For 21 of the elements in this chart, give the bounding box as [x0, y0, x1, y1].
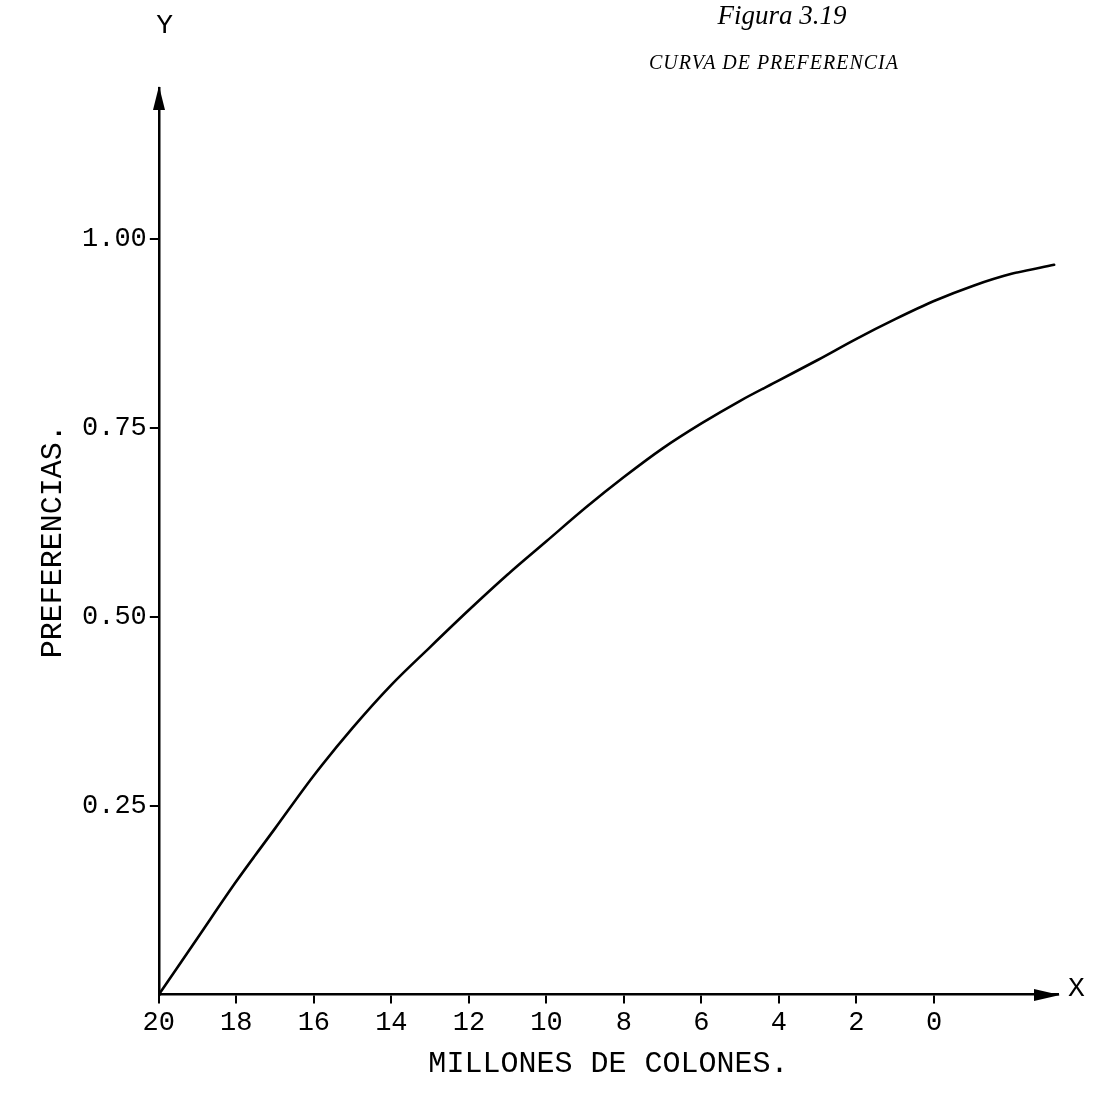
chart-subtitle: CURVA DE PREFERENCIA: [649, 51, 899, 73]
x-tick-label: 2: [848, 1007, 865, 1038]
x-tick-label: 14: [375, 1007, 408, 1038]
y-tick-label: 0.25: [82, 790, 147, 821]
chart-title: Figura 3.19: [717, 0, 847, 30]
x-axis-title: MILLONES DE COLONES.: [428, 1046, 789, 1081]
x-tick-label: 4: [770, 1007, 788, 1038]
x-tick-label: 16: [297, 1007, 331, 1038]
x-tick-label: 6: [693, 1007, 710, 1038]
x-tick-label: 0: [925, 1007, 943, 1038]
x-tick-label: 18: [220, 1007, 253, 1038]
x-tick-label: 20: [142, 1007, 176, 1038]
x-tick-label: 8: [615, 1007, 633, 1038]
text: Y: [156, 10, 174, 41]
y-axis-title: PREFERENCIAS.: [35, 424, 70, 659]
y-tick-label: 1.00: [82, 224, 147, 255]
x-tick-label: 12: [452, 1007, 486, 1038]
y-tick-label: 0.75: [82, 413, 147, 444]
text: X: [1068, 972, 1085, 1004]
x-tick-label: 10: [530, 1007, 563, 1038]
y-tick-label: 0.50: [82, 602, 147, 633]
